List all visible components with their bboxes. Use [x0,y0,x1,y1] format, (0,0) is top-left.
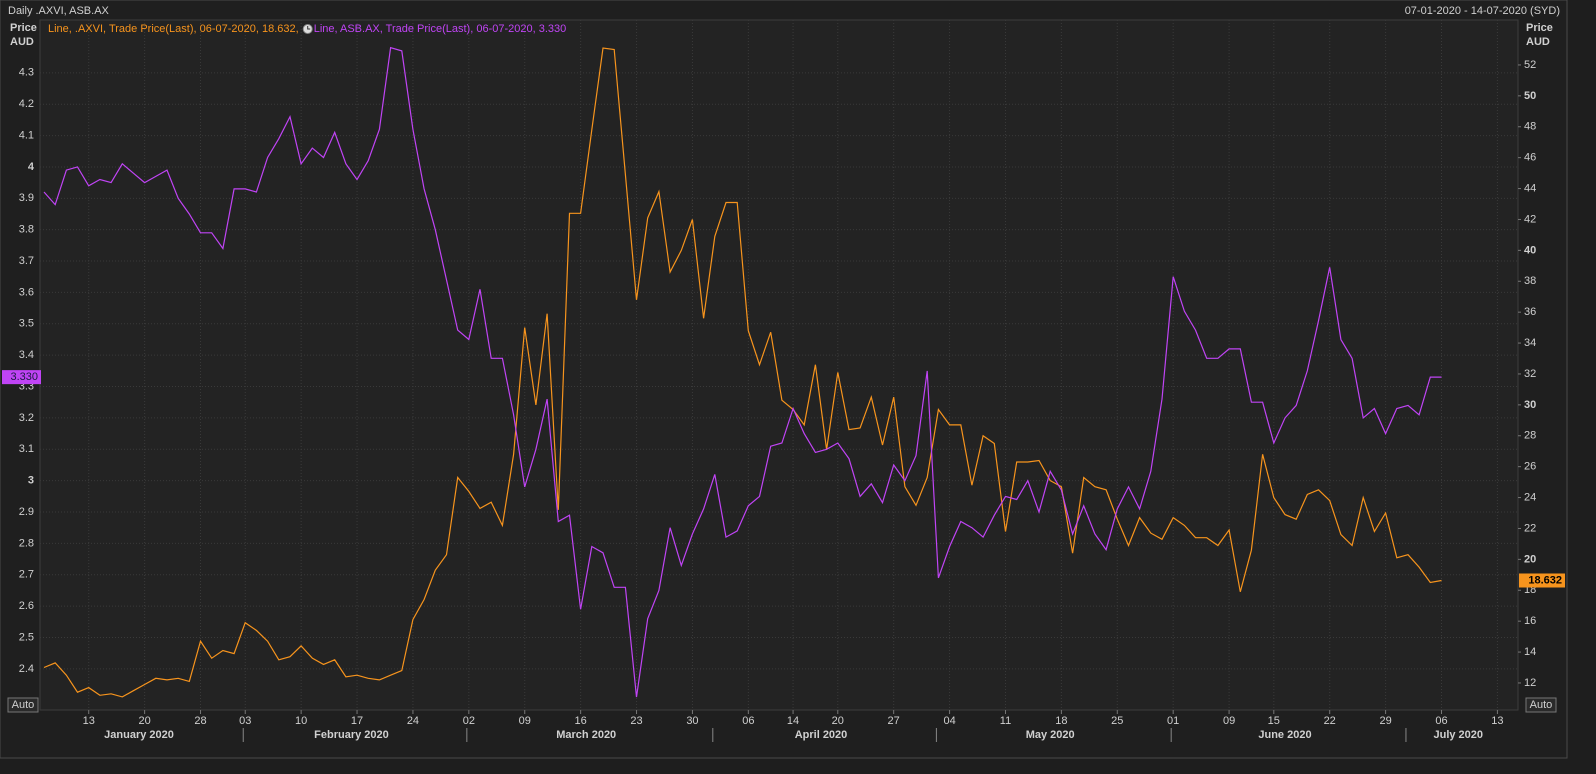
x-tick-label: 14 [787,715,799,727]
chart-subtitle: 07-01-2020 - 14-07-2020 (SYD) [1405,5,1560,17]
y2-tick-label: 26 [1524,461,1536,473]
y2-tick-label: 50 [1524,90,1536,102]
x-tick-label: 17 [351,715,363,727]
y-tick-label: 4 [28,161,35,173]
y-tick-label: 3 [28,475,34,487]
x-tick-label: 10 [295,715,307,727]
last-value-label: 3.330 [10,371,38,383]
y-tick-label: 2.6 [19,600,34,612]
month-label: May 2020 [1026,729,1075,741]
y2-tick-label: 16 [1524,615,1536,627]
month-label: July 2020 [1433,729,1483,741]
y2-axis-label: Price [1526,22,1553,34]
legend-entry: Line, ASB.AX, Trade Price(Last), 06-07-2… [314,23,567,35]
month-label: June 2020 [1258,729,1311,741]
y-tick-label: 2.9 [19,506,34,518]
y-tick-label: 3.8 [19,224,34,236]
x-tick-label: 09 [519,715,531,727]
y-tick-label: 2.7 [19,569,34,581]
chart-title: Daily .AXVI, ASB.AX [8,5,110,17]
x-tick-label: 30 [686,715,698,727]
legend-entry: Line, .AXVI, Trade Price(Last), 06-07-20… [48,23,299,35]
y2-tick-label: 36 [1524,306,1536,318]
x-tick-label: 29 [1379,715,1391,727]
y2-axis-label: AUD [1526,36,1550,48]
series-line [43,46,1442,698]
x-tick-label: 06 [1435,715,1447,727]
scale-button-label[interactable]: Auto [1530,699,1553,711]
x-tick-label: 09 [1223,715,1235,727]
y-tick-label: 4.2 [19,98,34,110]
legend-icon [307,26,311,30]
y-tick-label: 3.7 [19,255,34,267]
month-label: January 2020 [104,729,174,741]
last-value-label: 18.632 [1528,574,1562,586]
x-tick-label: 03 [239,715,251,727]
y2-tick-label: 12 [1524,677,1536,689]
y2-tick-label: 28 [1524,430,1536,442]
y2-tick-label: 46 [1524,152,1536,164]
x-tick-label: 20 [138,715,150,727]
x-tick-label: 25 [1111,715,1123,727]
x-tick-label: 13 [83,715,95,727]
series-line [43,47,1442,698]
plot-area [39,19,1519,711]
y-tick-label: 3.5 [19,318,34,330]
y2-tick-label: 48 [1524,121,1536,133]
y2-tick-label: 20 [1524,553,1536,565]
y2-tick-label: 14 [1524,646,1536,658]
y2-tick-label: 24 [1524,491,1536,503]
y2-tick-label: 44 [1524,182,1536,194]
x-tick-label: 06 [742,715,754,727]
month-label: March 2020 [556,729,616,741]
y2-tick-label: 32 [1524,368,1536,380]
y-tick-label: 4.3 [19,67,34,79]
x-tick-label: 15 [1268,715,1280,727]
x-tick-label: 23 [630,715,642,727]
x-tick-label: 18 [1055,715,1067,727]
x-tick-label: 27 [888,715,900,727]
y-tick-label: 3.9 [19,192,34,204]
x-tick-label: 02 [463,715,475,727]
x-tick-label: 20 [832,715,844,727]
x-tick-label: 28 [194,715,206,727]
scale-button[interactable] [1525,697,1557,713]
y2-tick-label: 42 [1524,213,1536,225]
y-axis-label: Price [10,22,37,34]
month-label: April 2020 [795,729,848,741]
y-tick-label: 3.1 [19,443,34,455]
scale-button[interactable] [7,697,39,713]
y-tick-label: 3.6 [19,286,34,298]
x-tick-label: 22 [1324,715,1336,727]
y2-tick-label: 30 [1524,399,1536,411]
y-tick-label: 3.4 [19,349,34,361]
y2-tick-label: 22 [1524,522,1536,534]
y2-tick-label: 52 [1524,59,1536,71]
y-tick-label: 4.1 [19,129,34,141]
last-value-tag [1519,573,1565,588]
x-tick-label: 04 [943,715,955,727]
last-value-tag [2,370,41,385]
y-tick-label: 3.2 [19,412,34,424]
y2-tick-label: 40 [1524,244,1536,256]
month-label: February 2020 [314,729,389,741]
x-tick-label: 24 [407,715,419,727]
y2-tick-label: 34 [1524,337,1536,349]
y-axis-label: AUD [10,36,34,48]
scale-button-label[interactable]: Auto [12,699,35,711]
y-tick-label: 2.5 [19,631,34,643]
x-tick-label: 11 [1000,715,1011,727]
y-tick-label: 2.4 [19,663,34,675]
y2-tick-label: 38 [1524,275,1536,287]
x-tick-label: 13 [1491,715,1503,727]
y-tick-label: 2.8 [19,537,34,549]
x-tick-label: 16 [575,715,587,727]
x-tick-label: 01 [1167,715,1179,727]
